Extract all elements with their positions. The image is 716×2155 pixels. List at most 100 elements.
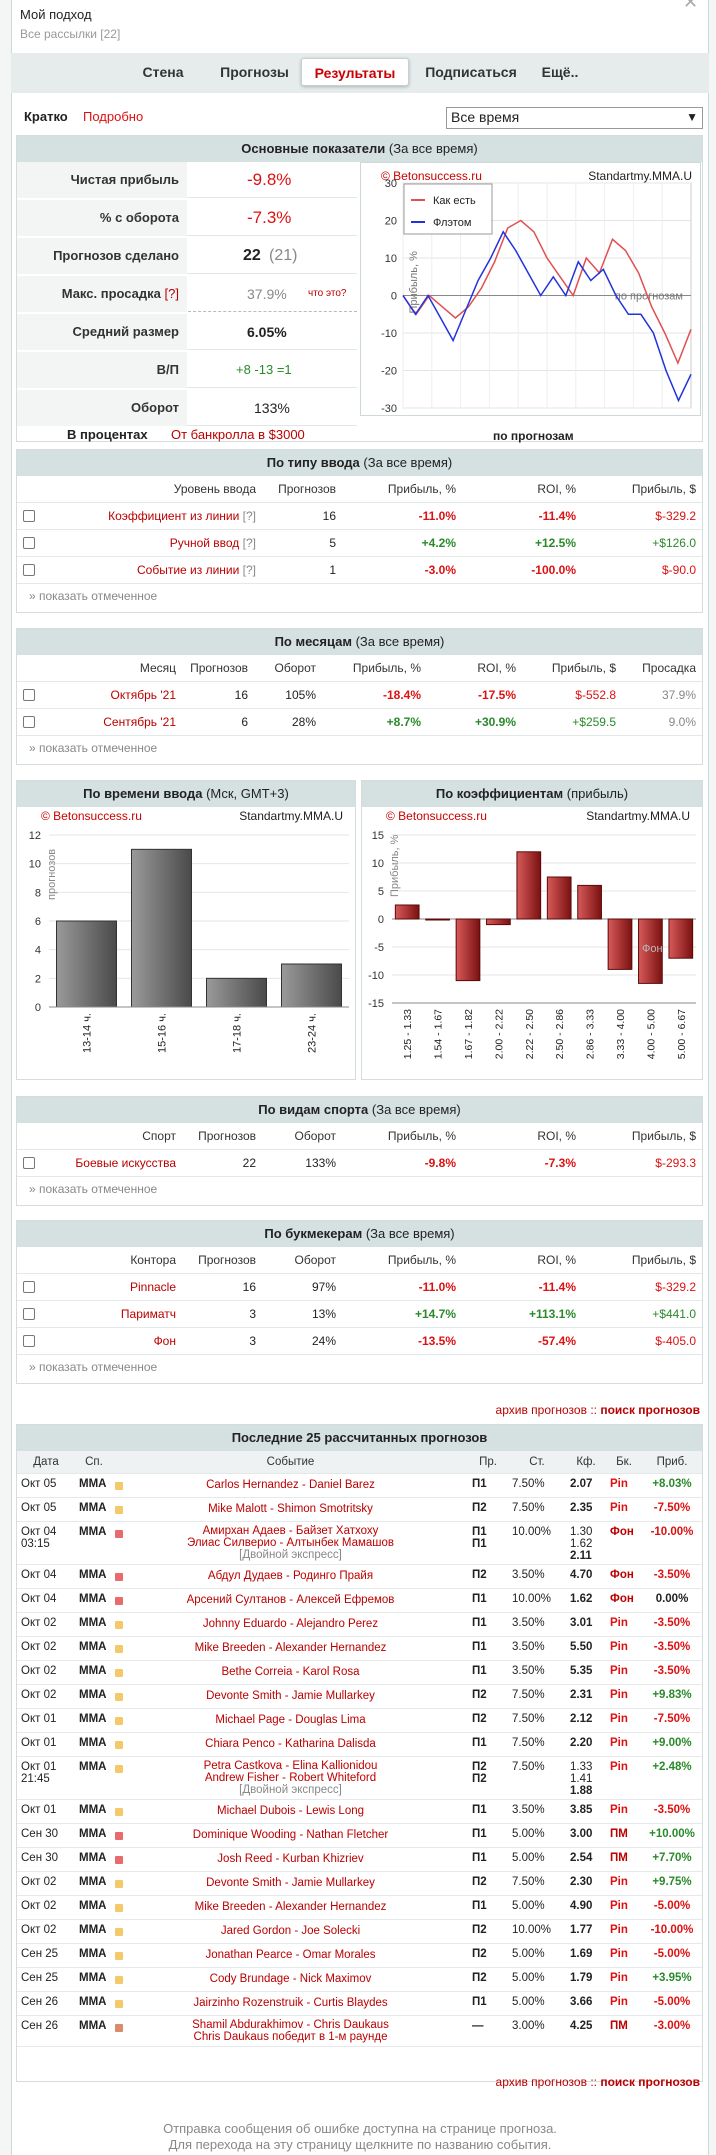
bankroll-link[interactable]: От банкролла в $3000 xyxy=(171,427,305,442)
count-cell: 6 xyxy=(182,708,254,736)
event-link[interactable]: Johnny Eduardo - Alejandro Perez xyxy=(202,1618,379,1630)
row-checkbox[interactable] xyxy=(23,510,35,523)
archive-link[interactable]: архив прогнозов xyxy=(495,2075,587,2089)
event-link[interactable]: Andrew Fisher - Robert Whiteford xyxy=(204,1771,377,1784)
type-link[interactable]: Коэффициент из линии xyxy=(108,508,240,523)
event-cell: Dominique Wooding - Nathan Fletcher xyxy=(113,1823,468,1848)
view-short[interactable]: Кратко xyxy=(24,109,68,124)
search-link[interactable]: поиск прогнозов xyxy=(600,2075,700,2089)
row-checkbox[interactable] xyxy=(23,1308,35,1321)
stake-cell: 5.00% xyxy=(508,1943,566,1968)
help-link[interactable]: [?] xyxy=(242,562,256,577)
event-link[interactable]: Арсений Султанов - Алексей Ефремов xyxy=(186,1594,395,1606)
bookmaker-cell: Pin xyxy=(606,1967,642,1992)
bookmaker-cell: Pin xyxy=(606,1871,642,1896)
table-header: Дата Сп. Событие Пр. Ст. Кф. Бк. Приб. xyxy=(17,1451,702,1474)
table-row: Окт 02 MMA Devonte Smith - Jamie Mullarkey… xyxy=(17,1684,702,1709)
section-period: (За все время) xyxy=(365,1226,455,1241)
event-link[interactable]: Абдул Дудаев - Родинго Прайя xyxy=(207,1570,374,1582)
table-row: Окт 04 MMA Абдул Дудаев - Родинго Прайя П2 3… xyxy=(17,1564,702,1589)
row-checkbox[interactable] xyxy=(23,1281,35,1294)
date: Окт 02 xyxy=(21,1899,57,1912)
show-checked-link[interactable]: » показать отмеченное xyxy=(29,588,158,603)
period-select[interactable]: Все время ▼ xyxy=(446,107,703,129)
odds-cell: 3.01 xyxy=(566,1612,606,1637)
event-link[interactable]: Petra Castkova - Elina Kallionidou xyxy=(203,1759,378,1772)
event-link[interactable]: Амирхан Адаев - Байзет Хатхоху xyxy=(202,1524,379,1537)
search-link[interactable]: поиск прогнозов xyxy=(600,1403,700,1417)
status-dot-icon xyxy=(115,1831,123,1840)
row-checkbox[interactable] xyxy=(23,716,35,729)
event-link[interactable]: Chris Daukaus победит в 1-м раунде xyxy=(193,2030,388,2043)
pick-cell: П1 xyxy=(468,1799,508,1824)
odds: 1.79 xyxy=(570,1971,593,1984)
event-link[interactable]: Элиас Силверио - Алтынбек Мамашов xyxy=(186,1536,395,1549)
event-link[interactable]: Bethe Correia - Karol Rosa xyxy=(221,1666,360,1678)
sport-link[interactable]: Боевые искусства xyxy=(47,1149,182,1177)
event-link[interactable]: Cody Brundage - Nick Maximov xyxy=(209,1973,372,1985)
month-link[interactable]: Сентябрь '21 xyxy=(47,708,182,736)
stat-value: -7.3% xyxy=(247,208,292,227)
show-checked-link[interactable]: » показать отмеченное xyxy=(29,1181,158,1196)
help-link[interactable]: [?] xyxy=(242,535,256,550)
odds: 4.90 xyxy=(570,1899,593,1912)
row-checkbox[interactable] xyxy=(23,564,35,577)
event-link[interactable]: Mike Malott - Shimon Smotritsky xyxy=(208,1503,373,1515)
event-link[interactable]: Michael Dubois - Lewis Long xyxy=(216,1805,365,1817)
odds: 2.35 xyxy=(570,1501,593,1514)
row-checkbox[interactable] xyxy=(23,1157,35,1170)
help-link[interactable]: [?] xyxy=(242,508,256,523)
tab-wall[interactable]: Стена xyxy=(142,64,184,80)
tab-forecasts[interactable]: Прогнозы xyxy=(220,64,289,80)
pick: П2 xyxy=(472,1875,487,1888)
tab-results[interactable]: Результаты xyxy=(301,58,409,86)
view-detailed[interactable]: Подробно xyxy=(83,109,144,124)
tab-subscribe[interactable]: Подписаться xyxy=(425,64,517,80)
show-checked-link[interactable]: » показать отмеченное xyxy=(29,1359,158,1374)
chart-watermark-right: Standartmy.MMA.U xyxy=(588,169,692,183)
stake-cell: 5.00% xyxy=(508,1847,566,1872)
close-icon[interactable]: ✕ xyxy=(683,0,699,12)
event-link[interactable]: Josh Reed - Kurban Khizriev xyxy=(217,1853,364,1865)
event-link[interactable]: Devonte Smith - Jamie Mullarkey xyxy=(206,1877,375,1889)
date-cell: Окт 05 xyxy=(17,1497,75,1522)
archive-link[interactable]: архив прогнозов xyxy=(495,1403,587,1417)
odds-cell: 2.31 xyxy=(566,1684,606,1709)
period-select-value: Все время xyxy=(451,109,520,125)
pick-cell: П2 xyxy=(468,1919,508,1944)
all-subscriptions-link[interactable]: Все рассылки [22] xyxy=(20,27,121,41)
event-link[interactable]: Devonte Smith - Jamie Mullarkey xyxy=(206,1690,375,1702)
by-month-header: По месяцам (За все время) xyxy=(17,629,702,655)
show-checked-link[interactable]: » показать отмеченное xyxy=(29,740,158,755)
bookmaker-link[interactable]: Париматч xyxy=(47,1300,182,1328)
event-link[interactable]: Jared Gordon - Joe Solecki xyxy=(220,1925,361,1937)
by-type-section: По типу ввода (За все время) Уровень вво… xyxy=(16,449,703,613)
type-link[interactable]: Ручной ввод xyxy=(169,535,240,550)
roi-cell: -11.4% xyxy=(462,502,582,530)
type-link[interactable]: Событие из линии xyxy=(136,562,240,577)
by-sport-table: Спорт Прогнозов Оборот Прибыль, % ROI, % Приб… xyxy=(17,1123,702,1177)
date: Окт 02 xyxy=(21,1664,57,1677)
event-link[interactable]: Jonathan Pearce - Omar Morales xyxy=(205,1949,376,1961)
row-checkbox[interactable] xyxy=(23,1335,35,1348)
event-link[interactable]: Dominique Wooding - Nathan Fletcher xyxy=(192,1829,389,1841)
event-link[interactable]: Chiara Penco - Katharina Dalisda xyxy=(205,1738,376,1750)
event-link[interactable]: Shamil Abdurakhimov - Chris Daukaus xyxy=(192,2018,389,2031)
odds-cell: 4.25 xyxy=(566,2015,606,2047)
row-checkbox[interactable] xyxy=(23,537,35,550)
table-row: Сентябрь '21 6 28% +8.7% +30.9% +$259.5 9.0% xyxy=(17,708,702,736)
event-link[interactable]: Mike Breeden - Alexander Hernandez xyxy=(194,1642,387,1654)
help-link[interactable]: [?] xyxy=(164,286,179,301)
bookmaker-cell: Pin xyxy=(606,1660,642,1685)
event-link[interactable]: Carlos Hernandez - Daniel Barez xyxy=(206,1479,375,1491)
month-link[interactable]: Октябрь '21 xyxy=(47,681,182,709)
what-is-this-link[interactable]: что это? xyxy=(308,288,347,299)
row-checkbox[interactable] xyxy=(23,689,35,702)
event-link[interactable]: Jairzinho Rozenstruik - Curtis Blaydes xyxy=(193,1997,388,2009)
event-cell: Petra Castkova - Elina Kallionidou Andrew… xyxy=(113,1756,468,1800)
bookmaker-link[interactable]: Фон xyxy=(47,1327,182,1355)
event-link[interactable]: Michael Page - Douglas Lima xyxy=(215,1714,366,1726)
bookmaker-link[interactable]: Pinnacle xyxy=(47,1273,182,1301)
event-link[interactable]: Mike Breeden - Alexander Hernandez xyxy=(194,1901,387,1913)
tab-more[interactable]: Ещё.. xyxy=(541,64,579,80)
